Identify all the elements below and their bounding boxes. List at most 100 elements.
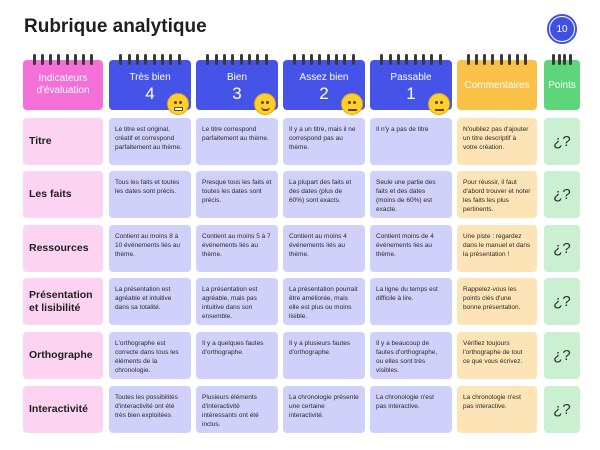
rubric-cell-text: Il y a beaucoup de fautes d'orthographe,… xyxy=(376,340,438,374)
rubric-cell-text: Il n'y a pas de titre xyxy=(376,126,429,133)
comment-cell: N'oubliez pas d'ajouter un titre descrip… xyxy=(457,118,537,165)
rubric-cell-text: La chronologie présente une certaine int… xyxy=(289,394,359,419)
points-cell[interactable]: ¿? xyxy=(544,332,580,379)
rubric-cell: Contient moins de 4 événements liés au t… xyxy=(370,225,452,272)
rubric-cell-text: La plupart des faits et des dates (plus … xyxy=(289,179,352,204)
header-indicators-label: Indicateurs d'évaluation xyxy=(36,73,90,96)
rubric-cell-text: La présentation pourrait être améliorée,… xyxy=(289,286,358,320)
rubric-cell: Seule une partie des faits et des dates … xyxy=(370,171,452,218)
binder-rings xyxy=(23,54,103,65)
rubric-cell: Il n'y a pas de titre xyxy=(370,118,452,165)
row-indicator: Titre xyxy=(23,118,103,165)
comment-text: N'oubliez pas d'ajouter un titre descrip… xyxy=(463,126,529,151)
rubric-cell-text: La chronologie n'est pas interactive. xyxy=(376,394,434,410)
page-number-badge: 10 xyxy=(547,14,577,44)
binder-rings xyxy=(283,54,365,65)
points-cell[interactable]: ¿? xyxy=(544,118,580,165)
rubric-cell: Contient au moins 4 événements liés au t… xyxy=(283,225,365,272)
header-level-label: Bien xyxy=(226,72,247,83)
points-value: ¿? xyxy=(553,347,571,364)
binder-rings xyxy=(196,54,278,65)
rubric-cell: Tous les faits et toutes les dates sont … xyxy=(109,171,191,218)
row-indicator-label: Ressources xyxy=(29,242,89,254)
rubric-cell: Le titre correspond parfaitement au thèm… xyxy=(196,118,278,165)
binder-rings xyxy=(457,54,537,65)
header-comments-label: Commentaires xyxy=(464,80,530,91)
row-indicator-label: Titre xyxy=(29,135,52,147)
comment-cell: Vérifiez toujours l'orthographe de tout … xyxy=(457,332,537,379)
points-value: ¿? xyxy=(553,186,571,203)
binder-rings xyxy=(370,54,452,65)
comment-text: Pour réussir, il faut d'abord trouver et… xyxy=(463,179,531,213)
header-comments: Commentaires xyxy=(457,54,537,110)
rubric-cell-text: Toutes les possibilités d'interactivité … xyxy=(115,394,178,419)
rubric-cell-text: La ligne du temps est difficile à lire. xyxy=(376,286,438,302)
rubric-cell-text: Il y a un titre, mais il ne correspond p… xyxy=(289,126,356,151)
rubric-cell-text: La présentation est agréable et intuitiv… xyxy=(115,286,172,311)
points-cell[interactable]: ¿? xyxy=(544,278,580,325)
unamused-emoji xyxy=(428,93,450,115)
points-cell[interactable]: ¿? xyxy=(544,386,580,433)
rubric-cell: Toutes les possibilités d'interactivité … xyxy=(109,386,191,433)
points-cell[interactable]: ¿? xyxy=(544,225,580,272)
comment-text: Une piste : regardez dans le manuel et d… xyxy=(463,233,531,258)
header-level-number: 4 xyxy=(145,84,155,103)
points-cell[interactable]: ¿? xyxy=(544,171,580,218)
rubric-cell: La ligne du temps est difficile à lire. xyxy=(370,278,452,325)
comment-cell: Pour réussir, il faut d'abord trouver et… xyxy=(457,171,537,218)
row-indicator: Présentation et lisibilité xyxy=(23,278,103,325)
rubric-cell-text: Contient au moins 8 à 10 événements liés… xyxy=(115,233,181,258)
grimace-emoji xyxy=(167,93,189,115)
comment-text: La chronologie n'est pas interactive. xyxy=(463,394,521,410)
rubric-cell: Plusieurs éléments d'interactivité intér… xyxy=(196,386,278,433)
rubric-cell-text: Tous les faits et toutes les dates sont … xyxy=(115,179,180,195)
rubric-cell-text: Contient au moins 5 à 7 événements liés … xyxy=(202,233,271,258)
rubric-cell-text: Contient moins de 4 événements liés au t… xyxy=(376,233,434,258)
rubric-cell-text: Contient au moins 4 événements liés au t… xyxy=(289,233,347,258)
smile-emoji xyxy=(254,93,276,115)
rubric-cell: Il y a un titre, mais il ne correspond p… xyxy=(283,118,365,165)
header-level-label: Très bien xyxy=(129,72,171,83)
rubric-cell: La chronologie présente une certaine int… xyxy=(283,386,365,433)
header-level-number: 3 xyxy=(232,84,242,103)
rubric-cell: Presque tous les faits et toutes les dat… xyxy=(196,171,278,218)
points-value: ¿? xyxy=(553,240,571,257)
row-indicator: Ressources xyxy=(23,225,103,272)
rubric-cell: Le titre est original, créatif et corres… xyxy=(109,118,191,165)
rubric-cell-text: Le titre correspond parfaitement au thèm… xyxy=(202,126,269,142)
page-number: 10 xyxy=(550,17,574,41)
row-indicator: Les faits xyxy=(23,171,103,218)
rubric-cell-text: Il y a plusieurs fautes d'orthographe. xyxy=(289,340,351,356)
rubric-cell-text: Plusieurs éléments d'interactivité intér… xyxy=(202,394,259,428)
header-level-label: Assez bien xyxy=(299,72,349,83)
header-level-3: Passable 1 xyxy=(370,54,452,110)
row-indicator-label: Interactivité xyxy=(29,403,88,415)
points-value: ¿? xyxy=(553,293,571,310)
rubric-cell: La présentation pourrait être améliorée,… xyxy=(283,278,365,325)
rubric-cell: La plupart des faits et des dates (plus … xyxy=(283,171,365,218)
points-value: ¿? xyxy=(553,401,571,418)
binder-rings xyxy=(544,54,580,65)
rubric-cell: Il y a quelques fautes d'orthographe. xyxy=(196,332,278,379)
comment-cell: Une piste : regardez dans le manuel et d… xyxy=(457,225,537,272)
rubric-cell-text: Presque tous les faits et toutes les dat… xyxy=(202,179,272,204)
header-level-label: Passable xyxy=(390,72,432,83)
rubric-cell-text: Le titre est original, créatif et corres… xyxy=(115,126,182,151)
rubric-cell: Il y a beaucoup de fautes d'orthographe,… xyxy=(370,332,452,379)
neutral-emoji xyxy=(341,93,363,115)
header-points: Points xyxy=(544,54,580,110)
binder-rings xyxy=(109,54,191,65)
row-indicator-label: Orthographe xyxy=(29,349,93,361)
rubric-cell: Il y a plusieurs fautes d'orthographe. xyxy=(283,332,365,379)
points-value: ¿? xyxy=(553,133,571,150)
header-indicators: Indicateurs d'évaluation xyxy=(23,54,103,110)
rubric-cell: Contient au moins 5 à 7 événements liés … xyxy=(196,225,278,272)
row-indicator: Orthographe xyxy=(23,332,103,379)
rubric-cell-text: Il y a quelques fautes d'orthographe. xyxy=(202,340,264,356)
page-title: Rubrique analytique xyxy=(24,16,207,37)
row-indicator-label: Présentation et lisibilité xyxy=(29,288,93,314)
row-indicator-label: Les faits xyxy=(29,188,72,200)
rubric-cell-text: L'orthographe est correcte dans tous les… xyxy=(115,340,179,374)
header-level-number: 1 xyxy=(406,84,416,103)
comment-cell: La chronologie n'est pas interactive. xyxy=(457,386,537,433)
